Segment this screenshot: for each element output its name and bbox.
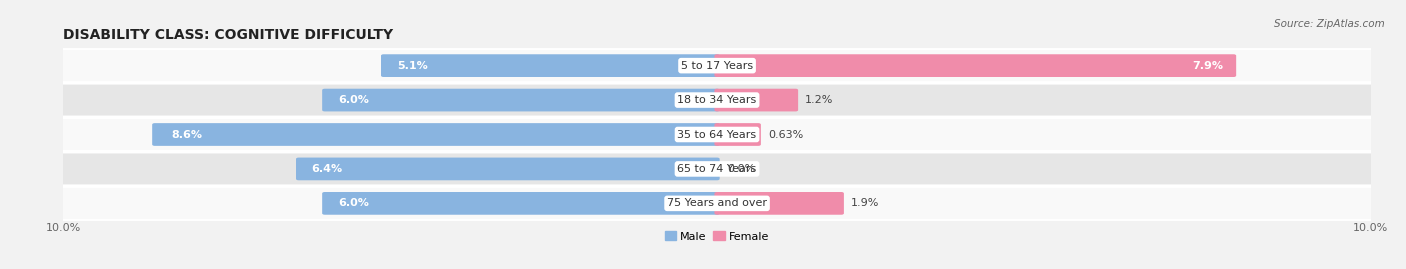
FancyBboxPatch shape xyxy=(714,192,844,215)
Text: 6.4%: 6.4% xyxy=(312,164,343,174)
FancyBboxPatch shape xyxy=(322,192,720,215)
Text: 0.63%: 0.63% xyxy=(768,129,803,140)
Legend: Male, Female: Male, Female xyxy=(661,227,773,246)
Text: 18 to 34 Years: 18 to 34 Years xyxy=(678,95,756,105)
Text: 35 to 64 Years: 35 to 64 Years xyxy=(678,129,756,140)
Text: 7.9%: 7.9% xyxy=(1192,61,1223,71)
FancyBboxPatch shape xyxy=(60,118,1374,151)
FancyBboxPatch shape xyxy=(714,54,1236,77)
Text: Source: ZipAtlas.com: Source: ZipAtlas.com xyxy=(1274,19,1385,29)
FancyBboxPatch shape xyxy=(714,123,761,146)
FancyBboxPatch shape xyxy=(381,54,720,77)
FancyBboxPatch shape xyxy=(714,89,799,111)
FancyBboxPatch shape xyxy=(322,89,720,111)
FancyBboxPatch shape xyxy=(60,153,1374,185)
Text: 65 to 74 Years: 65 to 74 Years xyxy=(678,164,756,174)
FancyBboxPatch shape xyxy=(152,123,720,146)
Text: 75 Years and over: 75 Years and over xyxy=(666,198,768,208)
FancyBboxPatch shape xyxy=(297,158,720,180)
Text: 6.0%: 6.0% xyxy=(337,198,368,208)
Text: 1.2%: 1.2% xyxy=(806,95,834,105)
Text: 6.0%: 6.0% xyxy=(337,95,368,105)
Text: 1.9%: 1.9% xyxy=(851,198,880,208)
FancyBboxPatch shape xyxy=(60,49,1374,82)
Text: 8.6%: 8.6% xyxy=(172,129,202,140)
Text: 0.0%: 0.0% xyxy=(727,164,755,174)
Text: 5.1%: 5.1% xyxy=(396,61,427,71)
Text: 5 to 17 Years: 5 to 17 Years xyxy=(681,61,754,71)
Text: DISABILITY CLASS: COGNITIVE DIFFICULTY: DISABILITY CLASS: COGNITIVE DIFFICULTY xyxy=(63,28,394,42)
FancyBboxPatch shape xyxy=(60,187,1374,220)
FancyBboxPatch shape xyxy=(60,84,1374,116)
